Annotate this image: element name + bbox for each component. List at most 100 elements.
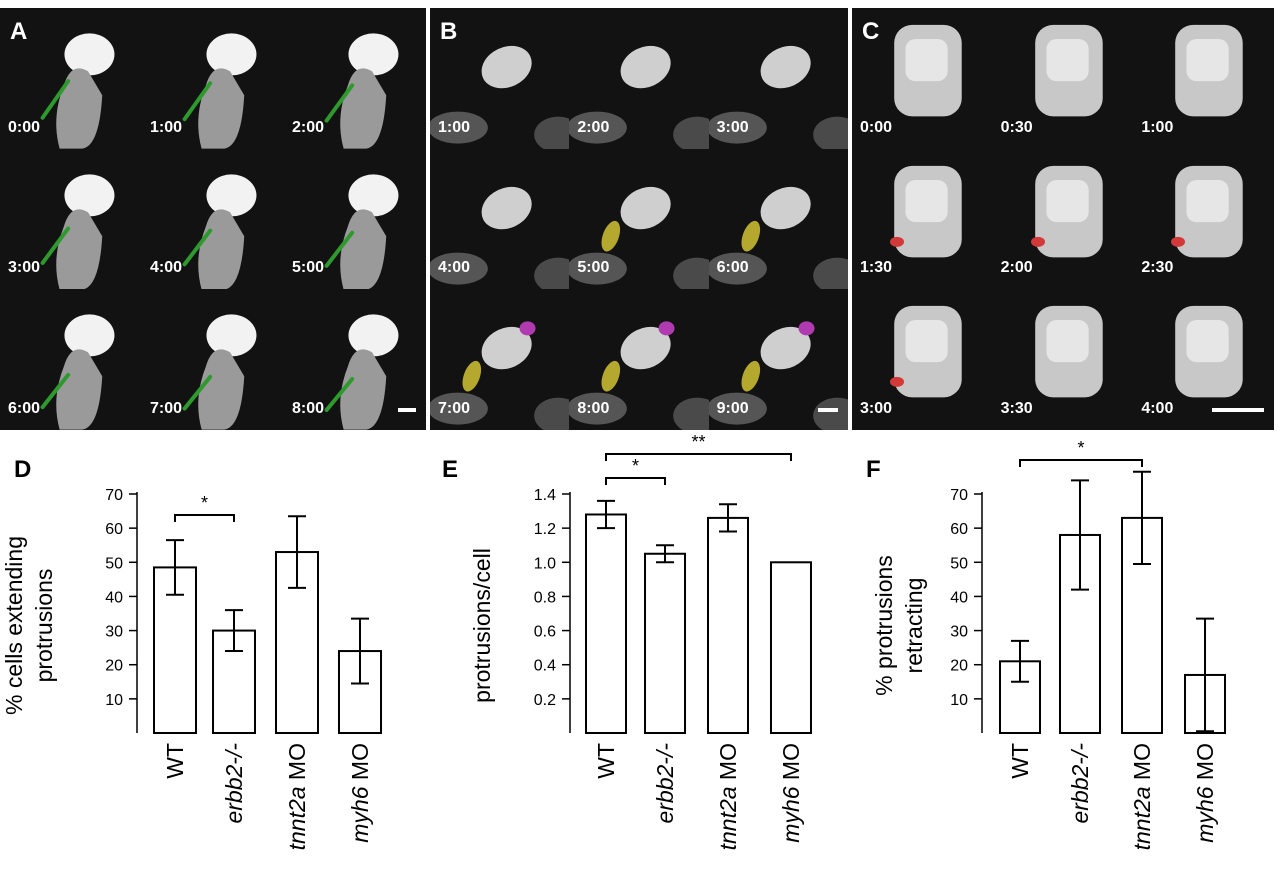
category-label-italic: erbb2-/- [652, 743, 678, 824]
chart-f: 10 20 30 40 50 60 70 % protrusions retracting WT e… [871, 438, 1226, 850]
timestamp-label: 2:00 [577, 118, 610, 136]
frame-c-2: 0:30 [992, 8, 1134, 149]
category-label-suffix: MO [1129, 743, 1155, 786]
frame-b-7: 7:00 [430, 289, 570, 430]
frame-image [1030, 165, 1103, 257]
timestamp-label: 0:00 [8, 118, 41, 136]
scale-bar [398, 408, 416, 412]
panel-letter-d: D [14, 456, 32, 483]
y-axis-label-line: protrusions [31, 569, 57, 683]
y-tick-label: 10 [950, 692, 968, 709]
y-tick-label: 70 [105, 487, 123, 504]
category-label-suffix: MO [1192, 743, 1218, 786]
timestamp-label: 3:00 [716, 118, 749, 136]
error-bar-1 [166, 539, 184, 596]
frame-c-9: 4:00 [1133, 289, 1274, 430]
frame-a-5: 4:00 [142, 148, 284, 290]
error-bar-1 [597, 499, 615, 530]
error-bar-2 [1071, 479, 1089, 591]
y-tick-label: 20 [950, 658, 968, 675]
y-tick-label: 0.2 [534, 692, 556, 709]
error-bar-2 [225, 609, 243, 653]
frame-a-3: 2:00 [284, 8, 426, 149]
bar-3 [707, 516, 749, 735]
category-label: myh6 MO [347, 743, 373, 843]
category-label: WT [593, 743, 619, 779]
frame-image [430, 321, 570, 430]
category-label-italic: myh6 [347, 786, 373, 842]
timestamp-label: 4:00 [150, 259, 183, 277]
y-tick-label: 50 [950, 555, 968, 572]
timestamp-label: 8:00 [577, 399, 610, 417]
timestamp-label: 9:00 [716, 399, 749, 417]
frame-image [182, 314, 257, 430]
category-label-suffix: MO [347, 743, 373, 786]
frame-image [1175, 24, 1244, 117]
error-bar-3 [1133, 470, 1151, 565]
y-tick-label: 30 [950, 624, 968, 641]
panel-b-timelapse: 1:00 2:00 3:00 4:00 5:00 6:00 7:00 8:00 9:00 B [430, 8, 848, 430]
y-axis-label-line: protrusions/cell [469, 548, 495, 703]
frame-b-2: 2:00 [569, 8, 709, 149]
frame-image [890, 306, 962, 398]
significance-label: * [632, 456, 639, 476]
significance-label: * [1077, 438, 1084, 458]
category-label-italic: myh6 [778, 786, 804, 842]
frame-a-6: 5:00 [284, 148, 426, 290]
category-label-italic: erbb2-/- [1067, 743, 1093, 824]
frame-b-8: 8:00 [569, 289, 709, 430]
frame-b-4: 4:00 [430, 148, 570, 290]
bar-1 [585, 513, 627, 734]
timestamp-label: 1:00 [150, 118, 183, 136]
significance-bracket: * [605, 456, 666, 485]
bar-2 [644, 552, 686, 734]
category-label: myh6 MO [778, 743, 804, 843]
chart-e: 0.2 0.4 0.6 0.8 1.0 1.2 1.4 protrusions/cell WT e… [469, 432, 812, 850]
frame-image [708, 321, 848, 430]
frame-image [430, 186, 570, 290]
frame-c-6: 2:30 [1133, 148, 1274, 290]
frame-a-2: 1:00 [142, 8, 284, 149]
frame-image [708, 186, 848, 290]
frame-c-8: 3:30 [992, 289, 1134, 430]
category-label-italic: erbb2-/- [221, 743, 247, 824]
timestamp-label: 1:00 [438, 118, 471, 136]
y-axis-label-line: % cells extending [1, 536, 27, 715]
frame-image [40, 314, 115, 430]
frame-image [324, 314, 399, 430]
y-tick-label: 70 [950, 487, 968, 504]
frame-image [1034, 306, 1103, 398]
panel-letter-c: C [862, 18, 880, 45]
frame-c-3: 1:00 [1133, 8, 1274, 149]
timestamp-label: 8:00 [292, 399, 325, 417]
timestamp-label: 5:00 [577, 259, 610, 277]
error-bar-4 [351, 617, 369, 685]
error-bar-4 [1196, 617, 1214, 733]
y-tick-label: 10 [105, 692, 123, 709]
frame-b-1: 1:00 [430, 8, 570, 149]
frame-c-1: 0:00 [852, 8, 993, 149]
frame-image [40, 33, 115, 149]
panel-c-timelapse: 0:00 0:30 1:00 1:30 2:00 2:30 3:00 3:30 4:00 C [852, 8, 1274, 430]
frame-image [569, 321, 709, 430]
frame-b-5: 5:00 [569, 148, 709, 290]
y-tick-label: 1.2 [534, 521, 556, 538]
frame-c-4: 1:30 [852, 148, 993, 290]
category-label: erbb2-/- [652, 743, 678, 824]
bar-4 [770, 561, 812, 734]
timestamp-label: 3:00 [8, 259, 41, 277]
frame-image [182, 174, 257, 290]
frame-image [894, 24, 962, 117]
category-label-suffix: MO [778, 743, 804, 786]
y-tick-label: 0.8 [534, 589, 556, 606]
y-tick-label: 0.6 [534, 624, 556, 641]
frame-a-7: 6:00 [0, 289, 142, 430]
frame-c-5: 2:00 [992, 148, 1134, 290]
category-label-italic: tnnt2a [715, 786, 741, 850]
y-tick-label: 40 [105, 589, 123, 606]
category-label: erbb2-/- [221, 743, 247, 824]
significance-bracket: * [1019, 438, 1143, 467]
y-tick-label: 40 [950, 589, 968, 606]
microscopy-row: 0:00 1:00 2:00 3:00 4:00 5:00 6:00 7:00 8:00 A 1:… [0, 0, 1280, 432]
